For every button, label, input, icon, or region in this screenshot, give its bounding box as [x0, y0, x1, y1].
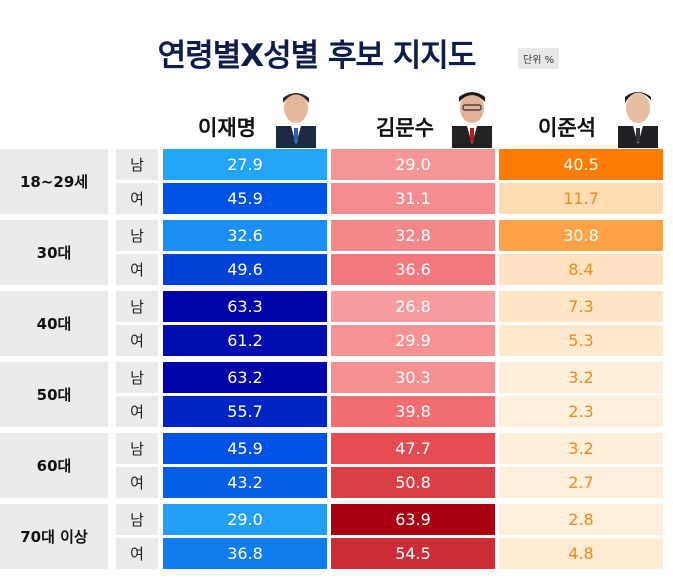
- sex-label: 여: [116, 467, 158, 498]
- candidate-photo-icon: [452, 92, 492, 148]
- candidate-name: 이재명: [198, 116, 256, 140]
- value-cell: 26.8: [331, 291, 495, 322]
- sex-label: 여: [116, 254, 158, 285]
- unit-badge: 단위 %: [518, 48, 560, 69]
- value-cell: 4.8: [499, 538, 663, 569]
- sex-label: 여: [116, 396, 158, 427]
- sex-label: 남: [116, 291, 158, 322]
- value-cell: 63.9: [331, 504, 495, 535]
- age-group-label: 18~29세: [0, 149, 108, 214]
- value-cell: 3.2: [499, 433, 663, 464]
- chart-title: 연령별X성별 후보 지지도: [157, 38, 477, 74]
- value-cell: 49.6: [163, 254, 327, 285]
- value-cell: 31.1: [331, 183, 495, 214]
- value-cell: 5.3: [499, 325, 663, 356]
- value-cell: 2.7: [499, 467, 663, 498]
- candidate-photo-icon: [618, 92, 658, 148]
- value-cell: 45.9: [163, 183, 327, 214]
- value-cell: 63.2: [163, 362, 327, 393]
- value-cell: 40.5: [499, 149, 663, 180]
- candidate-name: 이준석: [538, 116, 596, 140]
- age-group-label: 70대 이상: [0, 504, 108, 569]
- value-cell: 2.3: [499, 396, 663, 427]
- age-group-label: 40대: [0, 291, 108, 356]
- value-cell: 8.4: [499, 254, 663, 285]
- value-cell: 30.8: [499, 220, 663, 251]
- candidate-header-0: 이재명: [162, 80, 328, 148]
- sex-label: 여: [116, 325, 158, 356]
- sex-label: 여: [116, 538, 158, 569]
- candidate-header-2: 이준석: [498, 80, 664, 148]
- sex-label: 남: [116, 149, 158, 180]
- value-cell: 63.3: [163, 291, 327, 322]
- value-cell: 50.8: [331, 467, 495, 498]
- value-cell: 45.9: [163, 433, 327, 464]
- value-cell: 36.6: [331, 254, 495, 285]
- sex-label: 여: [116, 183, 158, 214]
- value-cell: 54.5: [331, 538, 495, 569]
- value-cell: 32.6: [163, 220, 327, 251]
- sex-label: 남: [116, 220, 158, 251]
- sex-label: 남: [116, 504, 158, 535]
- value-cell: 11.7: [499, 183, 663, 214]
- value-cell: 27.9: [163, 149, 327, 180]
- value-cell: 36.8: [163, 538, 327, 569]
- value-cell: 29.0: [163, 504, 327, 535]
- candidate-name: 김문수: [376, 116, 434, 140]
- value-cell: 29.9: [331, 325, 495, 356]
- sex-label: 남: [116, 362, 158, 393]
- value-cell: 7.3: [499, 291, 663, 322]
- candidate-header-1: 김문수: [330, 80, 496, 148]
- value-cell: 3.2: [499, 362, 663, 393]
- value-cell: 30.3: [331, 362, 495, 393]
- value-cell: 47.7: [331, 433, 495, 464]
- value-cell: 39.8: [331, 396, 495, 427]
- value-cell: 2.8: [499, 504, 663, 535]
- age-group-label: 50대: [0, 362, 108, 427]
- age-group-label: 30대: [0, 220, 108, 285]
- value-cell: 29.0: [331, 149, 495, 180]
- sex-label: 남: [116, 433, 158, 464]
- candidate-photo-icon: [276, 93, 316, 148]
- age-group-label: 60대: [0, 433, 108, 498]
- value-cell: 61.2: [163, 325, 327, 356]
- value-cell: 43.2: [163, 467, 327, 498]
- value-cell: 55.7: [163, 396, 327, 427]
- value-cell: 32.8: [331, 220, 495, 251]
